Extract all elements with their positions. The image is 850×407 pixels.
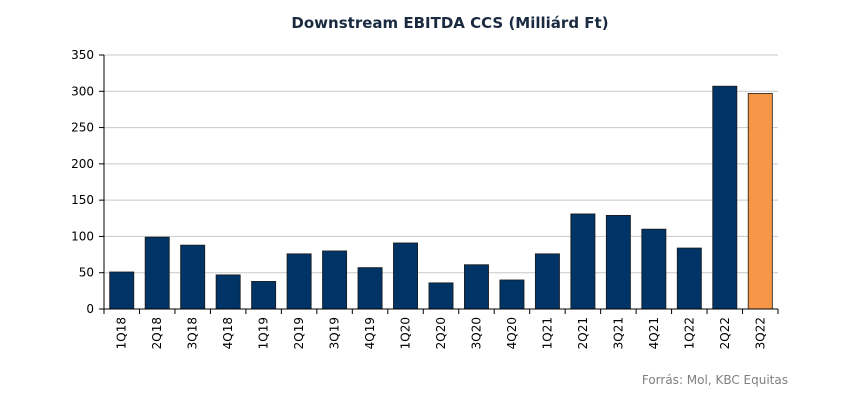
bar-2q21 — [570, 213, 596, 310]
bar-4q20 — [499, 279, 525, 310]
grid-lines — [104, 54, 778, 274]
bar-4q19 — [357, 267, 383, 310]
bar-3q18 — [180, 244, 206, 310]
x-tick-label: 3Q19 — [328, 317, 342, 349]
x-tick-label: 2Q20 — [434, 317, 448, 349]
x-tick-label: 1Q22 — [682, 317, 696, 349]
source-note: Forrás: Mol, KBC Equitas — [641, 373, 788, 387]
y-tick-labels: 0 50 100 150 200 250 300 350 — [71, 48, 94, 316]
x-tick-label: 1Q18 — [115, 317, 129, 349]
bar-1q22 — [676, 247, 702, 310]
y-tick-label: 200 — [71, 157, 94, 171]
x-tick-label: 4Q21 — [647, 317, 661, 349]
y-tick-label: 100 — [71, 229, 94, 243]
x-tick-label: 2Q19 — [292, 317, 306, 349]
bar-1q21 — [534, 253, 560, 310]
x-tick-label: 3Q18 — [186, 317, 200, 349]
x-tick-label: 3Q21 — [611, 317, 625, 349]
y-tick-label: 150 — [71, 193, 94, 207]
y-tick-label: 0 — [86, 302, 94, 316]
bar-2q19 — [286, 253, 312, 310]
chart-title: Downstream EBITDA CCS (Milliárd Ft) — [291, 14, 609, 32]
y-tick-label: 50 — [79, 266, 94, 280]
bar-3q21 — [605, 214, 631, 310]
bar-2q18 — [144, 236, 170, 310]
bar-2q20 — [428, 282, 454, 310]
x-tick-label: 1Q21 — [540, 317, 554, 349]
bar-1q18 — [109, 271, 135, 310]
y-tick-label: 250 — [71, 121, 94, 135]
y-tick-label: 350 — [71, 48, 94, 62]
x-tick-label: 4Q19 — [363, 317, 377, 349]
x-tick-label: 2Q21 — [576, 317, 590, 349]
x-tick-label: 1Q19 — [257, 317, 271, 349]
bar-1q20 — [393, 242, 418, 310]
x-tick-label: 2Q22 — [718, 317, 732, 349]
bar-3q22 — [747, 93, 773, 310]
bar-4q18 — [215, 274, 241, 310]
bar-3q19 — [322, 250, 348, 310]
x-tick-label: 3Q20 — [469, 317, 483, 349]
x-tick-label: 4Q18 — [221, 317, 235, 349]
axes — [99, 54, 779, 314]
x-tick-label: 2Q18 — [150, 317, 164, 349]
bars — [109, 85, 773, 310]
y-tick-label: 300 — [71, 84, 94, 98]
x-tick-label: 3Q22 — [753, 317, 767, 349]
x-tick-label: 1Q20 — [399, 317, 413, 349]
bar-1q19 — [251, 281, 277, 310]
x-tick-labels: 1Q18 2Q18 3Q18 4Q18 1Q19 2Q19 3Q19 4Q19 1Q20 2Q20… — [115, 317, 768, 349]
x-tick-label: 4Q20 — [505, 317, 519, 349]
bar-3q20 — [464, 264, 489, 310]
bar-2q22 — [712, 85, 738, 310]
bar-4q21 — [641, 228, 667, 310]
